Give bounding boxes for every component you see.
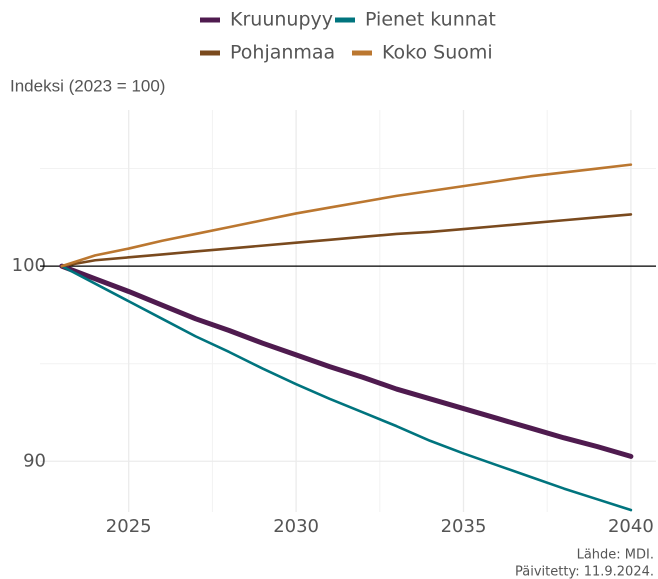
x-tick-label: 2040 <box>608 516 654 537</box>
y-tick-label: 90 <box>23 450 46 471</box>
x-tick-label: 2030 <box>273 516 319 537</box>
legend-label: Koko Suomi <box>382 42 493 64</box>
y-axis-label: Indeksi (2023 = 100) <box>10 76 165 95</box>
x-tick-label: 2035 <box>441 516 487 537</box>
y-tick-label: 100 <box>12 255 46 276</box>
series-line <box>60 213 633 268</box>
legend-label: Pienet kunnat <box>365 9 496 31</box>
legend-label: Kruunupyy <box>230 9 333 31</box>
series-line <box>60 264 633 512</box>
updated: Päivitetty: 11.9.2024. <box>515 565 654 579</box>
legend-label: Pohjanmaa <box>230 42 335 64</box>
source: Lähde: MDI. <box>577 548 654 563</box>
series-line <box>59 263 634 459</box>
series-line <box>60 163 633 268</box>
x-tick-label: 2025 <box>106 516 152 537</box>
